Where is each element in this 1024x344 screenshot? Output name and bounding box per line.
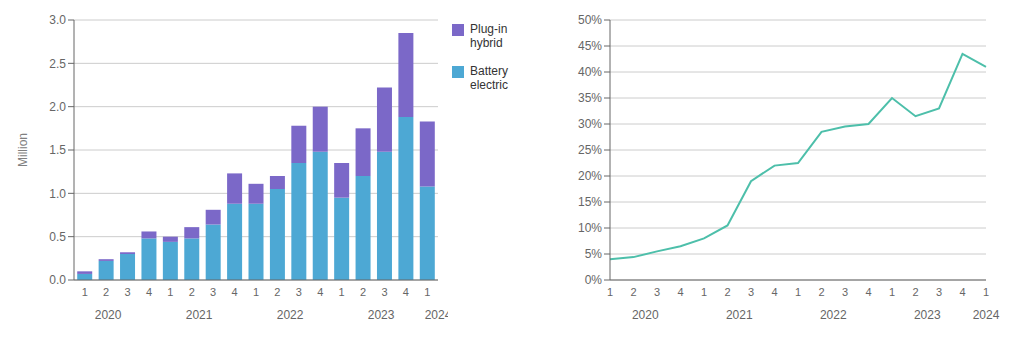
svg-text:1: 1 — [339, 286, 345, 298]
svg-text:5%: 5% — [585, 247, 603, 261]
svg-text:1: 1 — [889, 286, 895, 298]
svg-text:3: 3 — [748, 286, 754, 298]
svg-text:2022: 2022 — [277, 308, 304, 322]
svg-text:2024: 2024 — [425, 308, 448, 322]
svg-text:2: 2 — [360, 286, 366, 298]
svg-text:4: 4 — [317, 286, 323, 298]
svg-text:2022: 2022 — [820, 308, 847, 322]
svg-text:3: 3 — [654, 286, 660, 298]
svg-text:Million: Million — [16, 133, 30, 167]
svg-text:4: 4 — [677, 286, 683, 298]
svg-text:2: 2 — [274, 286, 280, 298]
svg-text:25%: 25% — [578, 143, 602, 157]
svg-text:2020: 2020 — [95, 308, 122, 322]
svg-text:1.5: 1.5 — [49, 143, 66, 157]
svg-text:4: 4 — [771, 286, 777, 298]
svg-text:2: 2 — [912, 286, 918, 298]
svg-text:4: 4 — [146, 286, 152, 298]
svg-text:3: 3 — [936, 286, 942, 298]
svg-text:1: 1 — [607, 286, 613, 298]
svg-text:2: 2 — [189, 286, 195, 298]
svg-text:0.0: 0.0 — [49, 273, 66, 287]
svg-text:4: 4 — [403, 286, 409, 298]
svg-text:1: 1 — [253, 286, 259, 298]
svg-text:50%: 50% — [578, 13, 602, 27]
svg-text:3: 3 — [842, 286, 848, 298]
svg-text:2.0: 2.0 — [49, 100, 66, 114]
svg-text:15%: 15% — [578, 195, 602, 209]
svg-text:2: 2 — [630, 286, 636, 298]
svg-text:2.5: 2.5 — [49, 57, 66, 71]
svg-text:3.0: 3.0 — [49, 13, 66, 27]
svg-text:35%: 35% — [578, 91, 602, 105]
svg-text:4: 4 — [865, 286, 871, 298]
html-text:Plug-in hybrid: Plug-in hybrid — [470, 22, 508, 50]
svg-text:4: 4 — [959, 286, 965, 298]
svg-text:2023: 2023 — [914, 308, 941, 322]
svg-text:2: 2 — [818, 286, 824, 298]
svg-text:20%: 20% — [578, 169, 602, 183]
svg-text:2: 2 — [724, 286, 730, 298]
svg-text:2020: 2020 — [632, 308, 659, 322]
svg-text:2021: 2021 — [186, 308, 213, 322]
svg-text:45%: 45% — [578, 39, 602, 53]
svg-text:1: 1 — [795, 286, 801, 298]
svg-text:0%: 0% — [585, 273, 603, 287]
svg-text:1: 1 — [983, 286, 989, 298]
svg-text:2024: 2024 — [973, 308, 1000, 322]
svg-text:1: 1 — [701, 286, 707, 298]
svg-text:40%: 40% — [578, 65, 602, 79]
svg-text:10%: 10% — [578, 221, 602, 235]
svg-text:1: 1 — [82, 286, 88, 298]
svg-text:1: 1 — [167, 286, 173, 298]
svg-text:2021: 2021 — [726, 308, 753, 322]
svg-text:0.5: 0.5 — [49, 230, 66, 244]
html-text:Battery electric: Battery electric — [470, 64, 508, 92]
svg-text:3: 3 — [210, 286, 216, 298]
svg-text:2023: 2023 — [368, 308, 395, 322]
svg-text:30%: 30% — [578, 117, 602, 131]
svg-text:1.0: 1.0 — [49, 187, 66, 201]
svg-text:2: 2 — [103, 286, 109, 298]
svg-text:3: 3 — [124, 286, 130, 298]
svg-text:3: 3 — [381, 286, 387, 298]
svg-text:3: 3 — [296, 286, 302, 298]
svg-text:1: 1 — [424, 286, 430, 298]
svg-text:4: 4 — [232, 286, 238, 298]
